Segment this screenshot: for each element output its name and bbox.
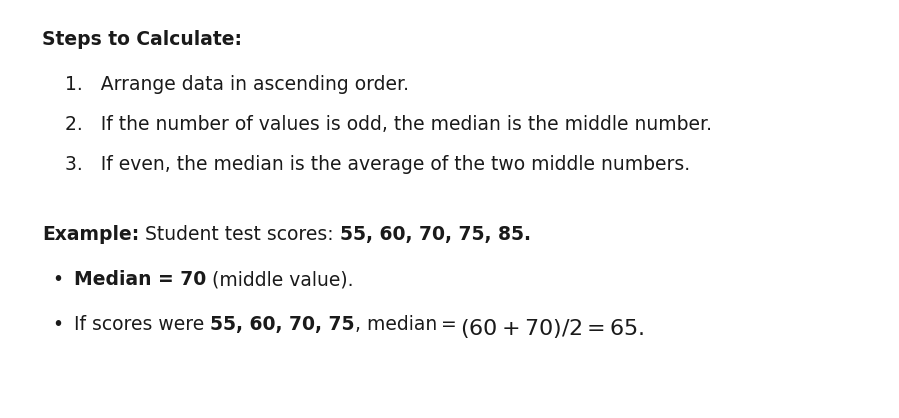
Text: 2.   If the number of values is odd, the median is the middle number.: 2. If the number of values is odd, the m… (65, 115, 712, 134)
Text: •: • (52, 270, 63, 289)
Text: , median =: , median = (355, 315, 460, 334)
Text: •: • (52, 315, 63, 334)
Text: 3.   If even, the median is the average of the two middle numbers.: 3. If even, the median is the average of… (65, 155, 690, 174)
Text: 55, 60, 70, 75: 55, 60, 70, 75 (210, 315, 355, 334)
Text: Example:: Example: (42, 225, 139, 244)
Text: 1.   Arrange data in ascending order.: 1. Arrange data in ascending order. (65, 75, 409, 94)
Text: $(60+70)/2 = 65.$: $(60+70)/2 = 65.$ (460, 317, 645, 340)
Text: Steps to Calculate:: Steps to Calculate: (42, 30, 242, 49)
Text: Student test scores:: Student test scores: (139, 225, 340, 244)
Text: (middle value).: (middle value). (206, 270, 353, 289)
Text: If scores were: If scores were (74, 315, 210, 334)
Text: 55, 60, 70, 75, 85.: 55, 60, 70, 75, 85. (340, 225, 531, 244)
Text: Median = 70: Median = 70 (74, 270, 206, 289)
